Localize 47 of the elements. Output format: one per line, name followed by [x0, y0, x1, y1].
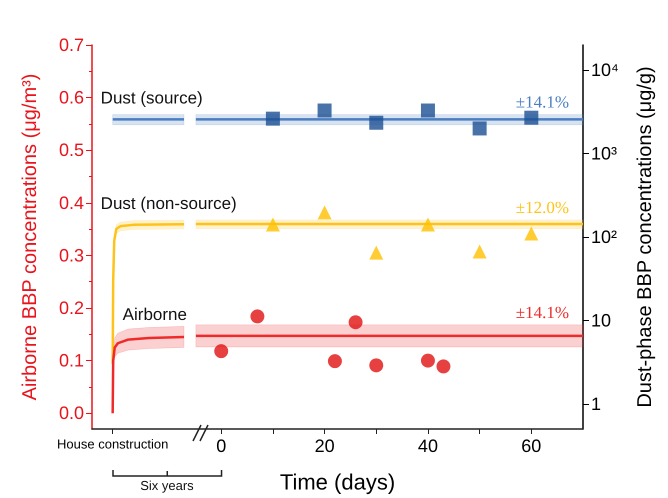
series-label: Dust (non-source) [100, 194, 237, 213]
point [524, 110, 538, 125]
series-label: Dust (source) [100, 88, 203, 108]
y-tick-label: 0.6 [58, 88, 84, 108]
point [420, 104, 435, 118]
point [524, 226, 538, 241]
x-axis-title: Time (days) [280, 470, 396, 494]
y-tick-label: 0.7 [58, 35, 84, 55]
x-tick-label: 20 [314, 436, 335, 456]
x-tick-label: 40 [418, 436, 438, 456]
x-tick-label: House construction [57, 436, 168, 452]
y-tick-label: 0.0 [58, 403, 84, 424]
point [318, 104, 332, 118]
y2-tick-label: 10⁴ [591, 60, 619, 80]
text: Six years [140, 478, 194, 493]
y-tick-label: 0.5 [58, 140, 84, 160]
y2-axis-title: Dust-phase BBP concentrations (μg/g) [634, 66, 656, 408]
y2-tick-label: 1 [591, 394, 602, 414]
point [348, 315, 363, 330]
y-tick-label: 0.4 [58, 192, 84, 213]
point [250, 309, 264, 324]
point [369, 358, 384, 372]
y2-tick-label: 10 [591, 310, 612, 330]
annotation: ±14.1% [516, 302, 569, 322]
point [328, 354, 342, 368]
point [369, 246, 384, 260]
y-axis-title: Airborne BBP concentrations (μg/m³) [19, 74, 41, 400]
y-tick-label: 0.1 [58, 350, 84, 371]
point [318, 205, 332, 220]
point [214, 344, 228, 358]
series-label: Airborne [122, 304, 187, 324]
point [420, 354, 435, 368]
x-tick-label: 0 [216, 436, 226, 456]
point [436, 359, 450, 374]
point [266, 218, 280, 232]
annotation: ±14.1% [516, 92, 569, 112]
point [266, 112, 280, 126]
point [420, 218, 435, 232]
y2-tick-label: 10³ [591, 144, 618, 164]
y-tick-label: 0.2 [58, 298, 84, 318]
annotation: ±12.0% [516, 198, 569, 217]
x-tick-label: 60 [521, 436, 542, 456]
point [369, 116, 384, 130]
y2-tick-label: 10² [591, 227, 618, 247]
point [472, 121, 487, 136]
point [472, 244, 487, 259]
y-tick-label: 0.3 [58, 245, 84, 266]
